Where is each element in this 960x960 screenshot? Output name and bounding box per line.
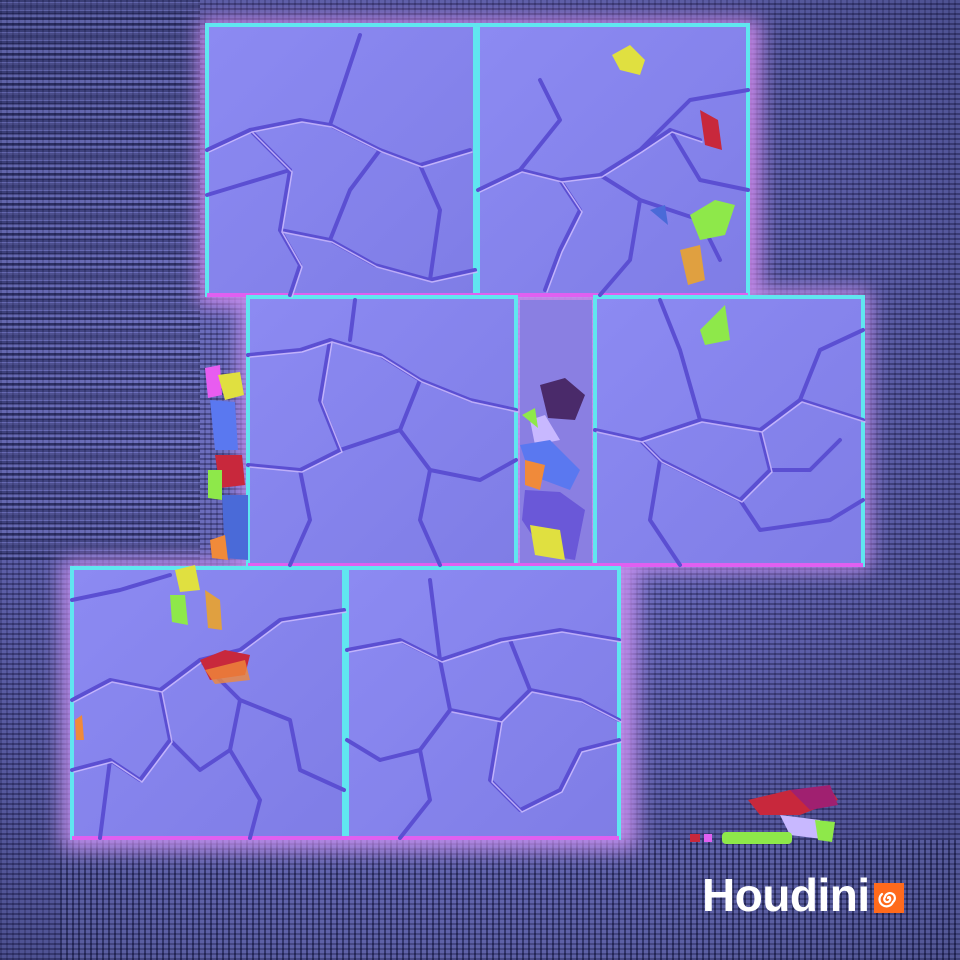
slab-row-1	[205, 23, 750, 297]
background-stripes-bottom	[60, 840, 960, 960]
debris-chunks	[75, 45, 735, 740]
slab-row-3	[70, 566, 621, 840]
background-stripes-left	[0, 0, 200, 560]
houdini-logo: Houdini	[702, 872, 904, 918]
logo-wordmark: Houdini	[702, 869, 870, 921]
houdini-spiral-icon	[873, 883, 904, 913]
scatter-debris	[690, 785, 838, 844]
crack-highlights	[73, 121, 866, 813]
